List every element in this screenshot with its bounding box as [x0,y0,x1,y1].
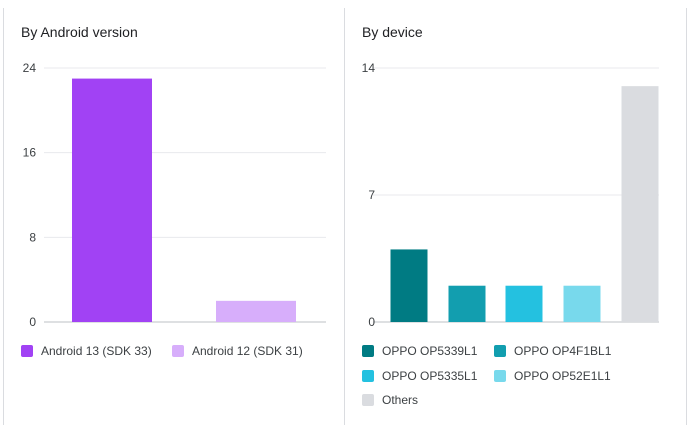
legend-swatch [21,345,33,357]
y-tick-label: 0 [29,315,36,329]
y-tick-label: 8 [29,230,36,244]
bar-others[interactable] [621,86,659,323]
y-tick-label: 16 [23,146,37,160]
device-title: By device [362,24,423,40]
legend-label: Android 13 (SDK 33) [41,344,152,358]
legend-label: Android 12 (SDK 31) [192,344,303,358]
legend-item-android-12-sdk-31[interactable]: Android 12 (SDK 31) [172,344,303,358]
right-border [686,8,687,425]
legend-label: OPPO OP5339L1 [382,344,478,358]
legend-swatch [362,370,374,382]
bar-oppo-op5339l1[interactable] [390,249,428,322]
legend-label: OPPO OP4F1BL1 [514,344,612,358]
legend-item-android-13-sdk-33[interactable]: Android 13 (SDK 33) [21,344,152,358]
bar-android-12-sdk-31[interactable] [216,300,296,322]
android-version-panel: By Android version 0 8 16 24 Android 13 (SD… [0,0,344,425]
device-chart: 0 7 14 [362,61,659,329]
legend-item-others[interactable]: Others [362,393,418,407]
y-tick-label: 0 [368,315,375,329]
legend-swatch [362,394,374,406]
legend-item-oppo-op52e1l1[interactable]: OPPO OP52E1L1 [494,369,611,383]
y-tick-label: 24 [23,61,37,75]
legend-item-oppo-op5335l1[interactable]: OPPO OP5335L1 [362,369,477,383]
y-tick-label: 7 [368,188,375,202]
android-version-title: By Android version [21,24,138,40]
bar-oppo-op4f1bl1[interactable] [448,285,486,322]
bar-oppo-op52e1l1[interactable] [563,285,601,322]
bar-oppo-op5335l1[interactable] [505,285,543,322]
panel-divider [344,8,345,425]
legend-swatch [172,345,184,357]
left-border [3,8,4,425]
legend-item-oppo-op4f1bl1[interactable]: OPPO OP4F1BL1 [494,344,611,358]
android-version-chart: 0 8 16 24 [23,61,326,329]
legend-label: OPPO OP52E1L1 [514,369,611,383]
bar-android-13-sdk-33[interactable] [72,78,152,322]
y-tick-label: 14 [362,61,376,75]
legend-swatch [362,345,374,357]
legend-label: Others [382,393,419,407]
legend-item-oppo-op5339l1[interactable]: OPPO OP5339L1 [362,344,477,358]
legend-label: OPPO OP5335L1 [382,369,478,383]
legend-swatch [494,370,506,382]
legend-swatch [494,345,506,357]
device-panel: By device 0 7 14 OPPO OP5339L1 OPPO OP4F1BL… [345,0,690,425]
